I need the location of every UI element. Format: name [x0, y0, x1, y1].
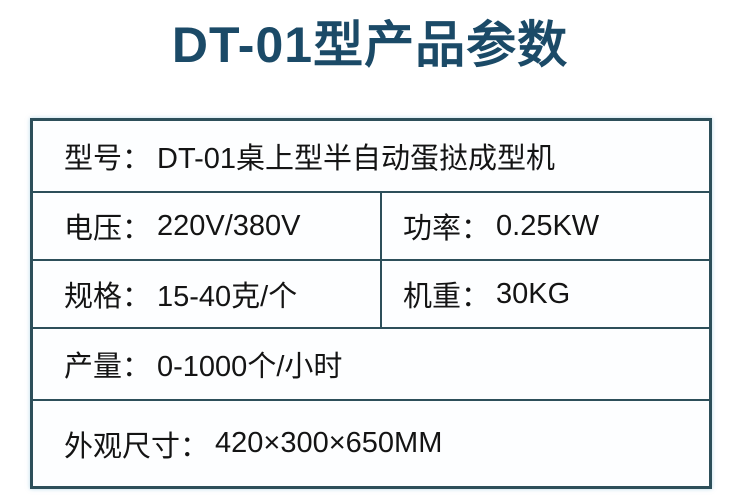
cell-power: 功率： 0.25KW — [380, 193, 709, 259]
spec-value: 15-40克/个 — [157, 281, 298, 313]
cell-weight: 机重： 30KG — [380, 261, 709, 327]
weight-value: 30KG — [496, 277, 571, 310]
output-value: 0-1000个/小时 — [157, 351, 343, 383]
dimensions-value: 420×300×650MM — [215, 427, 443, 459]
power-label: 功率： — [403, 213, 491, 245]
cell-model: 型号： DT-01桌上型半自动蛋挞成型机 — [33, 121, 709, 191]
weight-label: 机重： — [403, 281, 491, 313]
output-label: 产量： — [64, 351, 152, 383]
voltage-label: 电压： — [64, 213, 152, 245]
table-row-voltage-power: 电压： 220V/380V 功率： 0.25KW — [33, 191, 709, 259]
table-row-spec-weight: 规格： 15-40克/个 机重： 30KG — [33, 259, 709, 327]
cell-output: 产量： 0-1000个/小时 — [33, 329, 709, 399]
dimensions-label: 外观尺寸： — [64, 430, 210, 463]
table-row-dimensions: 外观尺寸： 420×300×650MM — [33, 399, 709, 486]
power-value: 0.25KW — [496, 209, 600, 242]
spec-table: 型号： DT-01桌上型半自动蛋挞成型机 电压： 220V/380V 功率： 0.25… — [30, 118, 712, 489]
page-title: DT-01型产品参数 — [171, 17, 569, 73]
cell-dimensions: 外观尺寸： 420×300×650MM — [33, 401, 709, 486]
spec-label: 规格： — [64, 281, 152, 313]
cell-spec: 规格： 15-40克/个 — [33, 261, 380, 327]
cell-voltage: 电压： 220V/380V — [33, 193, 380, 259]
model-label: 型号： — [64, 143, 152, 175]
model-value: DT-01桌上型半自动蛋挞成型机 — [157, 143, 555, 175]
voltage-value: 220V/380V — [157, 209, 301, 242]
table-row-output: 产量： 0-1000个/小时 — [33, 327, 709, 399]
table-row-model: 型号： DT-01桌上型半自动蛋挞成型机 — [33, 121, 709, 191]
